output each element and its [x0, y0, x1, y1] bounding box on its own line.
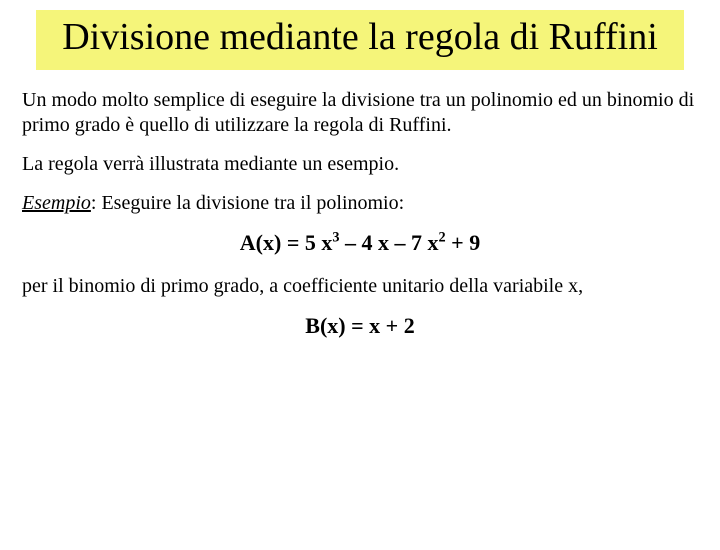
title-box: Divisione mediante la regola di Ruffini — [36, 10, 684, 70]
esempio-text: : Eseguire la divisione tra il polinomio… — [91, 192, 404, 214]
page-title: Divisione mediante la regola di Ruffini — [48, 16, 672, 60]
formula-a-lhs: A(x) = — [240, 230, 305, 255]
formula-a-t2e: 2 — [439, 229, 446, 245]
paragraph-illustration: La regola verrà illustrata mediante un e… — [22, 152, 698, 177]
formula-a: A(x) = 5 x3 – 4 x – 7 x2 + 9 — [22, 230, 698, 256]
esempio-label: Esempio — [22, 192, 91, 214]
formula-b: B(x) = x + 2 — [22, 313, 698, 339]
formula-a-t0e: 3 — [332, 229, 339, 245]
formula-a-t1c: – 4 x — [340, 230, 390, 255]
formula-a-t3c: + 9 — [446, 230, 481, 255]
formula-a-t0c: 5 x — [305, 230, 333, 255]
paragraph-esempio: Esempio: Eseguire la divisione tra il po… — [22, 191, 698, 216]
paragraph-binomio: per il binomio di primo grado, a coeffic… — [22, 274, 698, 299]
formula-a-t2c: – 7 x — [389, 230, 439, 255]
content-area: Un modo molto semplice di eseguire la di… — [0, 70, 720, 339]
paragraph-intro: Un modo molto semplice di eseguire la di… — [22, 88, 698, 138]
